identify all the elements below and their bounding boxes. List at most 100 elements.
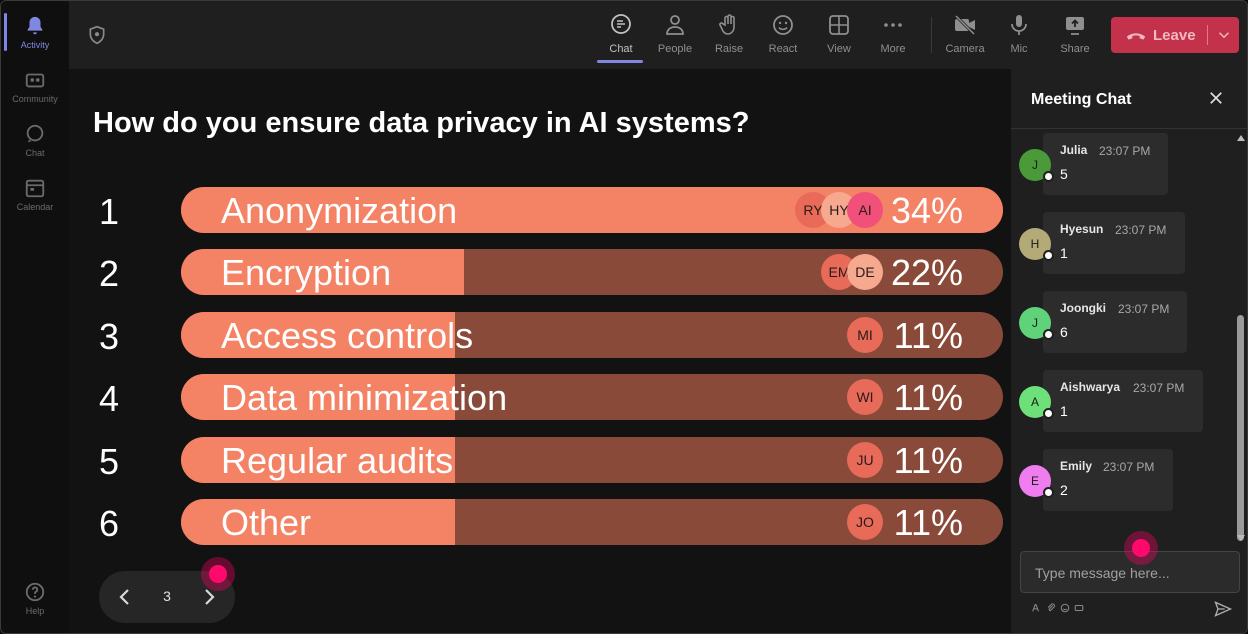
mic-button[interactable]: Mic — [993, 9, 1045, 63]
rail-item-chat[interactable]: Chat — [1, 113, 69, 167]
poll-question: How do you ensure data privacy in AI sys… — [93, 107, 750, 139]
message-time: 23:07 PM — [1115, 223, 1167, 237]
toolbar-divider — [931, 17, 932, 53]
scroll-thumb[interactable] — [1237, 315, 1244, 541]
gif-icon[interactable] — [1074, 603, 1084, 613]
avatar-initial: A — [1030, 395, 1039, 409]
option-label: Access controls — [221, 314, 474, 356]
share-button[interactable]: Share — [1049, 9, 1101, 63]
voter-avatar: AI — [847, 192, 883, 228]
message-input[interactable] — [1035, 562, 1231, 584]
share-button-label: Share — [1060, 43, 1090, 55]
page-number: 3 — [163, 588, 171, 604]
avatar[interactable]: E — [1019, 465, 1054, 498]
chat-input-box[interactable] — [1020, 551, 1240, 593]
message-bubble: Hyesun 23:07 PM 1 — [1043, 212, 1185, 274]
close-icon[interactable] — [1207, 89, 1225, 107]
scroll-up-arrow[interactable] — [1237, 135, 1245, 141]
message-text: 2 — [1060, 482, 1068, 498]
poll-option-row: 3 Access controls MI 11% — [69, 311, 1011, 360]
option-bar-fill — [181, 311, 455, 358]
chat-button[interactable]: Chat — [595, 9, 647, 63]
raise-button-label: Raise — [714, 43, 744, 55]
avatar[interactable]: J — [1019, 307, 1054, 340]
avatar[interactable]: H — [1019, 228, 1054, 261]
attach-icon[interactable] — [1046, 603, 1056, 613]
chat-scrollbar[interactable] — [1235, 129, 1247, 543]
voter-avatars: JU — [847, 441, 883, 478]
avatar[interactable]: A — [1019, 386, 1054, 419]
option-label: Encryption — [221, 252, 392, 294]
react-button-label: React — [768, 43, 798, 55]
calendar-icon — [25, 179, 45, 197]
voter-avatars: RY HY AI — [795, 192, 883, 228]
option-percentage: 34% — [890, 190, 963, 231]
rail-item-help[interactable]: Help — [1, 571, 69, 625]
chevron-down-icon[interactable] — [1215, 26, 1233, 44]
people-button[interactable]: People — [649, 9, 701, 63]
option-bar: Other JO 11% — [181, 499, 1003, 545]
rail-item-calendar[interactable]: Calendar — [1, 167, 69, 221]
emoji-icon[interactable] — [1060, 603, 1070, 613]
shield-icon[interactable] — [87, 25, 107, 45]
voter-avatar: WI — [847, 379, 883, 416]
send-icon[interactable] — [1213, 599, 1233, 619]
option-number: 5 — [99, 440, 120, 482]
react-button[interactable]: React — [757, 9, 809, 63]
option-bar: Access controls MI 11% — [181, 311, 1003, 358]
rail-label: Community — [12, 93, 58, 104]
option-bar: Data minimization WI 11% — [181, 374, 1003, 421]
community-icon — [25, 73, 45, 87]
avatar-initial: E — [1030, 474, 1039, 488]
hand-icon — [719, 14, 735, 35]
option-bar: Encryption EM DE 22% — [181, 249, 1003, 296]
voter-avatars: JO — [847, 504, 883, 540]
option-percentage: 22% — [890, 252, 963, 294]
avatar-initial: H — [1030, 237, 1040, 251]
poll-option-row: 5 Regular audits JU 11% — [69, 436, 1011, 485]
rail-item-community[interactable]: Community — [1, 59, 69, 113]
option-percentage: 11% — [893, 314, 963, 356]
bell-icon — [27, 16, 43, 34]
option-number: 4 — [99, 378, 120, 420]
voter-avatar: DE — [847, 254, 883, 291]
message-bubble: Joongki 23:07 PM 6 — [1043, 291, 1187, 353]
chevron-right-icon[interactable] — [197, 585, 221, 609]
ellipsis-icon — [884, 23, 902, 27]
option-percentage: 11% — [893, 502, 963, 543]
voter-avatar: JO — [847, 504, 883, 540]
raise-hand-button[interactable]: Raise — [703, 9, 755, 63]
chevron-left-icon[interactable] — [113, 585, 137, 609]
presence-dot — [1043, 171, 1054, 182]
chat-icon — [26, 124, 44, 142]
mic-button-label: Mic — [1010, 43, 1028, 55]
option-label: Anonymization — [221, 190, 458, 231]
view-button[interactable]: View — [813, 9, 865, 63]
camera-button[interactable]: Camera — [939, 9, 991, 63]
option-percentage: 11% — [893, 377, 963, 419]
sender-name: Julia — [1060, 143, 1088, 157]
option-number: 2 — [99, 253, 120, 295]
avatar[interactable]: J — [1019, 149, 1054, 182]
option-number: 6 — [99, 503, 120, 544]
more-button-label: More — [880, 43, 906, 55]
format-icon[interactable] — [1031, 603, 1041, 613]
message-time: 23:07 PM — [1099, 144, 1151, 158]
leave-button[interactable]: Leave — [1111, 17, 1239, 53]
phone-hangup-icon — [1126, 33, 1146, 40]
option-bar-fill — [181, 499, 455, 545]
poll-option-row: 6 Other JO 11% — [69, 499, 1011, 547]
option-bar: Anonymization RY HY AI 34% — [181, 187, 1003, 233]
voter-avatars: MI — [847, 316, 883, 353]
view-button-label: View — [827, 43, 851, 55]
leave-divider — [1207, 25, 1208, 45]
rail-item-activity[interactable]: Activity — [1, 5, 69, 59]
chat-title: Meeting Chat — [1031, 91, 1132, 108]
sender-name: Hyesun — [1060, 222, 1104, 236]
presence-dot — [1043, 408, 1054, 419]
more-button[interactable]: More — [867, 9, 919, 63]
scroll-down-arrow[interactable] — [1237, 535, 1245, 541]
voter-avatar: MI — [847, 316, 883, 353]
poll-stage: How do you ensure data privacy in AI sys… — [69, 69, 1011, 633]
